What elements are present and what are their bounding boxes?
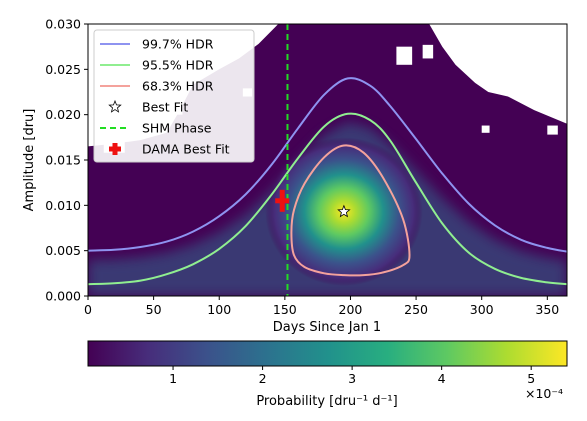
x-tick-label: 300 xyxy=(470,302,494,317)
dama-marker-bar-v xyxy=(279,189,285,212)
legend-label: Best Fit xyxy=(142,100,188,115)
colorbar: 1 2 3 4 5 ×10⁻⁴ Probability [dru⁻¹ d⁻¹] xyxy=(87,340,568,409)
colorbar-gradient xyxy=(87,340,568,367)
x-tick-label: 200 xyxy=(339,302,363,317)
y-tick-label: 0.020 xyxy=(45,107,81,122)
colorbar-tick-label: 5 xyxy=(527,371,535,386)
heatmap-empty-patch xyxy=(422,44,434,59)
heatmap-empty-patch xyxy=(481,125,490,133)
colorbar-label: Probability [dru⁻¹ d⁻¹] xyxy=(256,394,397,409)
legend-label: 99.7% HDR xyxy=(142,37,214,52)
hdr-contour-683 xyxy=(290,144,411,277)
legend-label: 68.3% HDR xyxy=(142,79,214,94)
y-axis-label: Amplitude [dru] xyxy=(22,109,37,212)
hdr-contours xyxy=(88,77,567,286)
hdr-contour-955 xyxy=(88,112,567,286)
legend-item: 68.3% HDR xyxy=(100,79,214,94)
x-axis: 0 50 100 150 200 250 300 350 xyxy=(84,296,559,317)
legend-label: DAMA Best Fit xyxy=(142,142,230,157)
colorbar-scale-label: ×10⁻⁴ xyxy=(525,386,563,401)
x-tick-label: 0 xyxy=(84,302,92,317)
y-axis: 0.000 0.005 0.010 0.015 0.020 0.025 0.030 xyxy=(45,17,88,304)
y-tick-label: 0.010 xyxy=(45,198,81,213)
legend-label: SHM Phase xyxy=(142,121,212,136)
legend-item: 95.5% HDR xyxy=(100,58,214,73)
heatmap-empty-patch xyxy=(547,125,558,135)
x-tick-label: 100 xyxy=(207,302,231,317)
legend-item: 99.7% HDR xyxy=(100,37,214,52)
colorbar-tick-label: 4 xyxy=(438,371,446,386)
legend-plus-v xyxy=(112,143,118,155)
x-tick-label: 250 xyxy=(404,302,428,317)
legend-label: 95.5% HDR xyxy=(142,58,214,73)
x-tick-label: 150 xyxy=(273,302,297,317)
colorbar-tick-label: 3 xyxy=(348,371,356,386)
y-tick-label: 0.000 xyxy=(45,289,81,304)
legend: 99.7% HDR 95.5% HDR 68.3% HDR Best Fit SHM P… xyxy=(93,29,255,163)
heatmap-empty-patch xyxy=(396,46,413,65)
y-tick-label: 0.030 xyxy=(45,17,81,32)
y-tick-label: 0.025 xyxy=(45,62,81,77)
hdr-contour-997 xyxy=(88,77,567,253)
legend-item: DAMA Best Fit xyxy=(109,142,230,157)
colorbar-tick-label: 1 xyxy=(169,371,177,386)
best-fit-star-icon xyxy=(337,204,351,218)
colorbar-tick-label: 2 xyxy=(259,371,267,386)
y-tick-label: 0.015 xyxy=(45,153,81,168)
dama-best-fit-marker xyxy=(275,189,290,212)
y-tick-label: 0.005 xyxy=(45,243,81,258)
x-tick-label: 50 xyxy=(146,302,162,317)
legend-box xyxy=(93,29,255,163)
legend-item: SHM Phase xyxy=(100,121,212,136)
legend-item: Best Fit xyxy=(108,99,188,115)
legend-star-icon xyxy=(108,99,122,113)
x-axis-label: Days Since Jan 1 xyxy=(273,320,381,335)
x-tick-label: 350 xyxy=(535,302,559,317)
